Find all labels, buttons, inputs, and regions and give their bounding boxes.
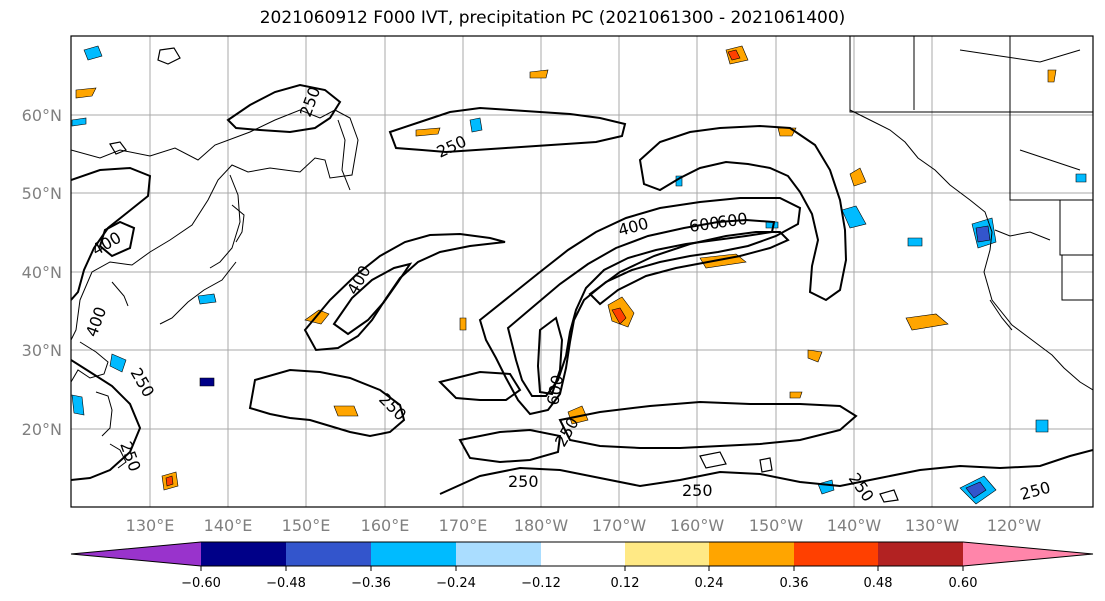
- lat-label: 30°N: [22, 341, 62, 360]
- latitude-labels: 60°N 50°N 40°N 30°N 20°N: [22, 106, 62, 439]
- lat-label: 50°N: [22, 184, 62, 203]
- colorbar-segment: [541, 542, 625, 566]
- colorbar-tick-label: 0.48: [864, 576, 893, 591]
- lon-label: 140°W: [827, 516, 882, 535]
- lon-label: 130°W: [905, 516, 960, 535]
- colorbar-segment: [371, 542, 456, 566]
- lon-label: 170°W: [592, 516, 647, 535]
- lat-label: 60°N: [22, 106, 62, 125]
- colorbar-segment: [709, 542, 794, 566]
- lon-label: 140°E: [204, 516, 253, 535]
- contour-label: 250: [682, 481, 713, 500]
- ivt-minor-islands: [109, 47, 899, 503]
- colorbar-segment: [625, 542, 709, 566]
- coastlines: [71, 36, 1093, 469]
- colorbar-tick-label: 0.36: [780, 576, 809, 591]
- colorbar: −0.60 −0.48 −0.36 −0.24 −0.12 0.12 0.24 …: [70, 541, 1094, 591]
- map-frame: [70, 35, 1094, 508]
- lon-label: 120°W: [987, 516, 1042, 535]
- colorbar-tick-label: −0.36: [351, 576, 391, 591]
- map-title: 2021060912 F000 IVT, precipitation PC (2…: [259, 8, 846, 28]
- lon-label: 150°W: [749, 516, 804, 535]
- colorbar-tick-label: −0.60: [181, 576, 221, 591]
- colorbar-tick-label: 0.12: [611, 576, 640, 591]
- ivt-contours: [71, 83, 1093, 495]
- lat-label: 40°N: [22, 263, 62, 282]
- colorbar-segment: [286, 542, 371, 566]
- contour-label: 600: [688, 213, 721, 236]
- precip-negative-patches: [71, 45, 1087, 505]
- lon-label: 180°W: [514, 516, 569, 535]
- lon-label: 160°W: [670, 516, 725, 535]
- lon-label: 130°E: [126, 516, 175, 535]
- colorbar-segment: [794, 542, 878, 566]
- lon-label: 160°E: [361, 516, 410, 535]
- colorbar-tick-label: −0.48: [266, 576, 306, 591]
- colorbar-extend-high: [963, 542, 1093, 566]
- lat-label: 20°N: [22, 420, 62, 439]
- colorbar-tick-label: 0.24: [695, 576, 724, 591]
- lon-label: 170°E: [439, 516, 488, 535]
- colorbar-tick-label: 0.60: [949, 576, 978, 591]
- colorbar-tick-label: −0.24: [436, 576, 476, 591]
- lon-label: 150°E: [282, 516, 331, 535]
- colorbar-extend-low: [71, 542, 201, 566]
- map-panel: 250 250 250 400 400 400 400 600 600 600 …: [71, 36, 1093, 507]
- contour-label: 250: [508, 472, 539, 491]
- contour-label: 600: [716, 209, 749, 232]
- longitude-labels: 130°E 140°E 150°E 160°E 170°E 180°W 170°…: [126, 516, 1042, 535]
- colorbar-tick-label: −0.12: [521, 576, 561, 591]
- colorbar-segment: [456, 542, 541, 566]
- colorbar-segment: [201, 542, 286, 566]
- colorbar-segment: [878, 542, 963, 566]
